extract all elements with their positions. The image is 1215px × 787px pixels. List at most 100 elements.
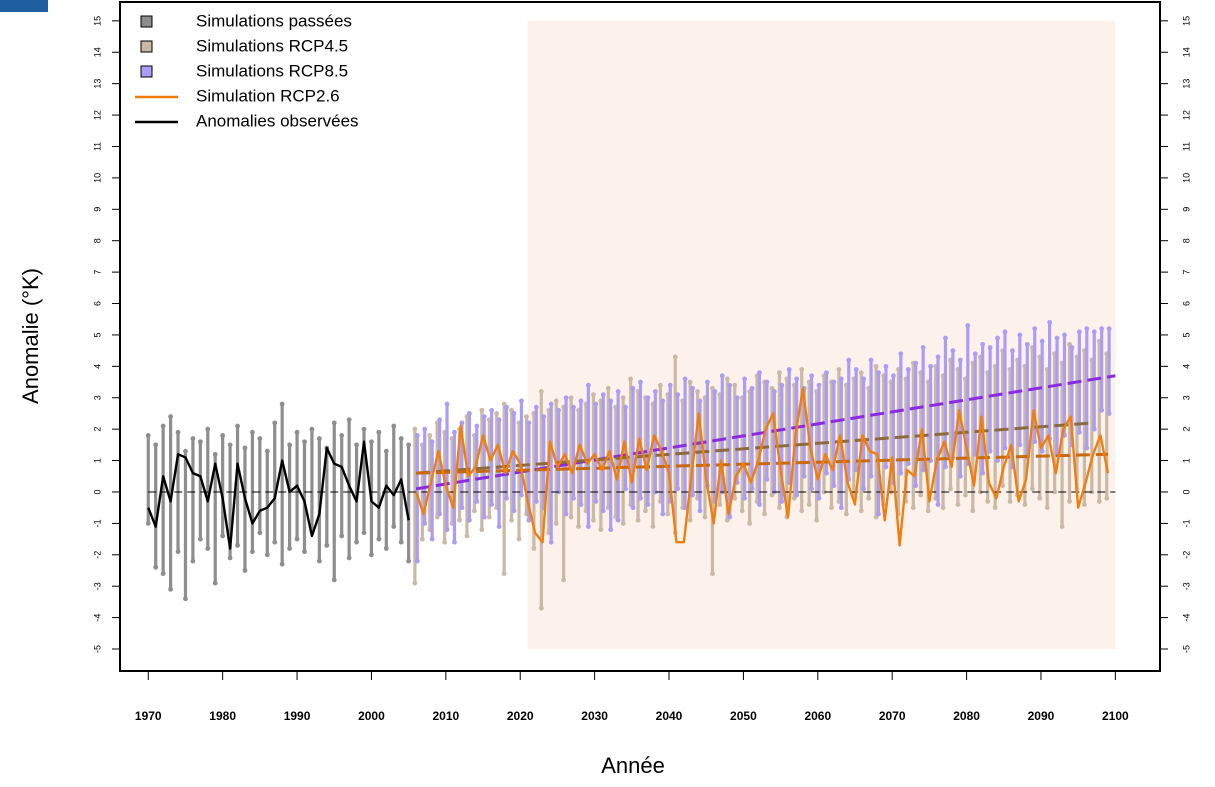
y-tick-label: 0 bbox=[92, 489, 102, 494]
range-min-dot bbox=[272, 539, 278, 545]
y-tick-label-right: 0 bbox=[1181, 489, 1191, 494]
range-max-dot bbox=[605, 385, 611, 391]
y-tick-label: 7 bbox=[92, 270, 102, 275]
range-max-dot bbox=[1069, 345, 1075, 350]
range-max-dot bbox=[264, 448, 270, 454]
range-min-dot bbox=[1067, 498, 1072, 504]
y-tick-label-right: 15 bbox=[1181, 16, 1191, 26]
range-max-dot bbox=[672, 354, 678, 360]
range-max-dot bbox=[913, 360, 919, 366]
range-min-dot bbox=[331, 577, 337, 583]
range-max-dot bbox=[705, 379, 710, 385]
range-min-dot bbox=[561, 577, 567, 583]
y-tick-label: 13 bbox=[92, 79, 102, 89]
range-max-dot bbox=[836, 367, 842, 372]
range-min-dot bbox=[1007, 498, 1013, 504]
range-min-dot bbox=[1044, 505, 1050, 511]
range-min-dot bbox=[1059, 524, 1065, 529]
range-max-dot bbox=[242, 445, 248, 451]
range-max-dot bbox=[459, 420, 465, 426]
range-min-dot bbox=[471, 508, 477, 514]
range-min-dot bbox=[452, 539, 457, 545]
legend-label: Simulation RCP2.6 bbox=[196, 86, 340, 105]
range-max-dot bbox=[1002, 329, 1008, 335]
range-min-dot bbox=[980, 470, 986, 476]
range-min-dot bbox=[675, 486, 681, 492]
range-min-dot bbox=[809, 486, 814, 492]
range-max-dot bbox=[868, 357, 874, 363]
range-max-dot bbox=[257, 436, 263, 441]
range-max-dot bbox=[628, 376, 634, 382]
range-max-dot bbox=[1047, 319, 1053, 325]
range-min-dot bbox=[593, 498, 599, 504]
range-min-dot bbox=[153, 564, 159, 570]
y-tick-label-right: -5 bbox=[1181, 645, 1191, 653]
y-tick-label: -5 bbox=[92, 645, 102, 653]
y-tick-label-right: 7 bbox=[1181, 270, 1191, 275]
range-min-dot bbox=[843, 511, 849, 517]
range-min-dot bbox=[361, 530, 367, 536]
range-min-dot bbox=[406, 558, 412, 564]
range-max-dot bbox=[965, 323, 971, 328]
range-min-dot bbox=[1032, 439, 1038, 445]
legend-swatch bbox=[140, 65, 153, 78]
range-max-dot bbox=[645, 395, 651, 401]
range-max-dot bbox=[972, 351, 978, 357]
range-min-dot bbox=[690, 492, 695, 498]
range-min-dot bbox=[757, 502, 762, 507]
range-max-dot bbox=[422, 426, 428, 432]
range-max-dot bbox=[786, 367, 792, 372]
series-line bbox=[414, 387, 1110, 547]
range-max-dot bbox=[427, 433, 433, 438]
x-tick-label: 2030 bbox=[581, 709, 608, 723]
range-max-dot bbox=[764, 379, 770, 385]
range-max-dot bbox=[657, 382, 663, 388]
y-tick-label: 11 bbox=[92, 142, 102, 151]
range-max-dot bbox=[519, 398, 524, 404]
range-max-dot bbox=[309, 426, 315, 432]
range-max-dot bbox=[183, 448, 188, 454]
range-min-dot bbox=[160, 571, 166, 577]
range-max-dot bbox=[995, 335, 1000, 341]
range-min-dot bbox=[868, 473, 874, 479]
range-min-dot bbox=[955, 502, 961, 507]
range-min-dot bbox=[858, 508, 864, 514]
range-max-dot bbox=[697, 398, 703, 404]
range-max-dot bbox=[511, 411, 517, 416]
range-min-dot bbox=[414, 558, 420, 564]
range-max-dot bbox=[190, 436, 196, 441]
range-max-dot bbox=[591, 392, 596, 398]
y-tick-label: -1 bbox=[92, 519, 102, 527]
range-max-dot bbox=[541, 414, 547, 419]
range-max-dot bbox=[695, 389, 700, 394]
y-tick-label-right: 3 bbox=[1181, 395, 1191, 400]
range-max-dot bbox=[361, 426, 367, 432]
range-min-dot bbox=[764, 477, 770, 482]
y-tick-label: 6 bbox=[92, 301, 102, 306]
range-max-dot bbox=[809, 373, 814, 379]
x-tick-label: 2010 bbox=[432, 709, 459, 723]
range-min-dot bbox=[496, 524, 502, 529]
y-tick-label: 9 bbox=[92, 207, 102, 212]
range-max-dot bbox=[153, 442, 159, 448]
range-max-dot bbox=[160, 423, 166, 429]
range-max-dot bbox=[279, 401, 285, 407]
range-min-dot bbox=[235, 542, 240, 548]
range-max-dot bbox=[883, 363, 889, 369]
range-max-dot bbox=[302, 439, 307, 445]
y-tick-label-right: -2 bbox=[1181, 551, 1191, 559]
y-tick-label: -3 bbox=[92, 582, 102, 590]
range-min-dot bbox=[1029, 486, 1035, 492]
range-min-dot bbox=[568, 514, 574, 520]
x-tick-label: 1990 bbox=[284, 709, 311, 723]
x-tick-label: 2100 bbox=[1102, 709, 1129, 723]
range-min-dot bbox=[383, 546, 389, 551]
x-tick-label: 2060 bbox=[804, 709, 831, 723]
range-max-dot bbox=[905, 367, 911, 372]
range-max-dot bbox=[354, 442, 359, 448]
range-min-dot bbox=[464, 533, 470, 539]
y-tick-label-right: 9 bbox=[1181, 207, 1191, 212]
range-max-dot bbox=[593, 401, 599, 407]
